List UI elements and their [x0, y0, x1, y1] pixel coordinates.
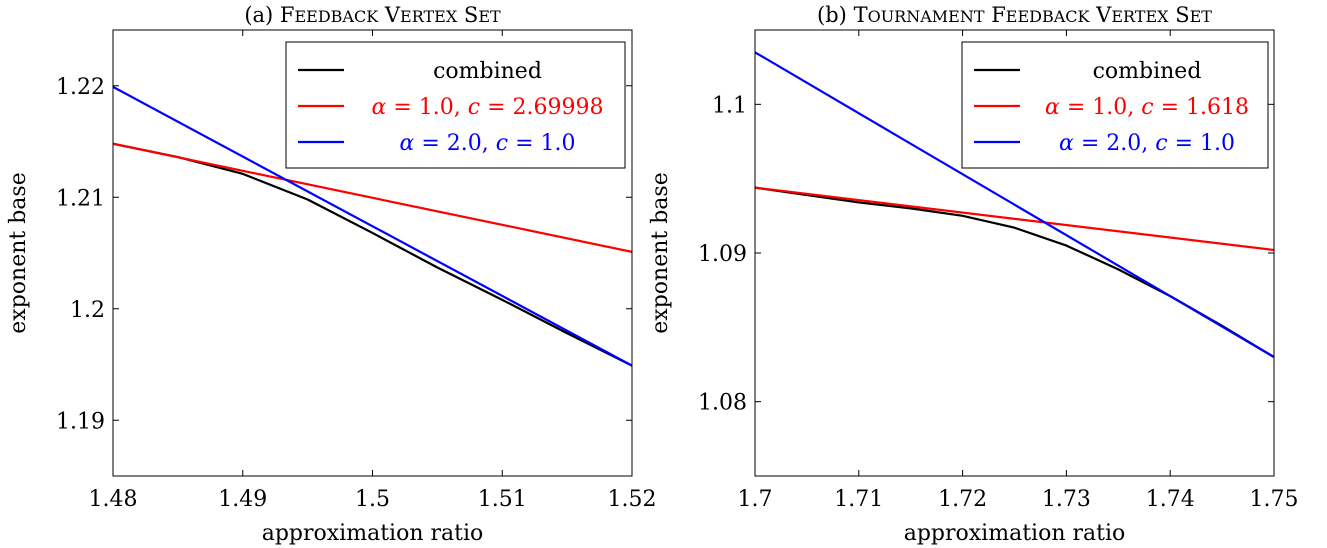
x-tick-label: 1.75	[1250, 487, 1299, 512]
x-tick-label: 1.48	[89, 487, 138, 512]
y-tick-label: 1.21	[56, 186, 105, 211]
series-line-1	[113, 142, 632, 367]
series-line-3	[113, 85, 632, 367]
legend-label: α = 2.0, c = 1.0	[399, 131, 575, 156]
series-line-2	[755, 186, 1274, 252]
y-tick-label: 1.09	[698, 242, 747, 267]
legend-label: α = 2.0, c = 1.0	[1059, 131, 1235, 156]
legend-label: α = 1.0, c = 1.618	[1045, 95, 1249, 120]
series-line-2	[113, 142, 632, 253]
y-tick-label: 1.19	[56, 409, 105, 434]
series-line-3	[755, 51, 1274, 359]
series-line-1	[755, 186, 1274, 359]
y-tick-label: 1.1	[712, 93, 747, 118]
legend-label: combined	[1093, 59, 1202, 84]
x-tick-label: 1.74	[1146, 487, 1195, 512]
chart-b: (b) TOURNAMENT FEEDBACK VERTEX SET 1.7 1.7…	[648, 3, 1298, 546]
x-tick-label: 1.73	[1042, 487, 1091, 512]
legend: combined α = 1.0, c = 2.69998 α = 2.0, c =…	[285, 41, 626, 169]
y-tick-label: 1.08	[698, 391, 747, 416]
chart-title: (a) FEEDBACK VERTEX SET	[244, 3, 501, 27]
y-tick-label: 1.22	[56, 75, 105, 100]
legend-label: combined	[433, 59, 542, 84]
series-group	[755, 51, 1274, 359]
x-axis-label: approximation ratio	[904, 521, 1126, 546]
series-group	[113, 85, 632, 367]
x-axis-label: approximation ratio	[262, 521, 484, 546]
y-axis-label: exponent base	[648, 172, 673, 333]
x-tick-label: 1.71	[834, 487, 883, 512]
x-tick-label: 1.49	[218, 487, 267, 512]
chart-a: (a) FEEDBACK VERTEX SET 1.48 1.49 1.5 1.51 1.…	[6, 3, 656, 546]
x-tick-label: 1.5	[355, 487, 390, 512]
chart-title: (b) TOURNAMENT FEEDBACK VERTEX SET	[817, 3, 1212, 27]
x-tick-label: 1.51	[478, 487, 527, 512]
x-tick-label: 1.7	[738, 487, 773, 512]
y-axis-label: exponent base	[6, 172, 31, 333]
x-tick-label: 1.52	[608, 487, 657, 512]
legend: combined α = 1.0, c = 1.618 α = 2.0, c = 1…	[961, 41, 1269, 169]
y-tick-label: 1.2	[70, 298, 105, 323]
legend-label: α = 1.0, c = 2.69998	[372, 95, 604, 120]
x-tick-label: 1.72	[938, 487, 987, 512]
